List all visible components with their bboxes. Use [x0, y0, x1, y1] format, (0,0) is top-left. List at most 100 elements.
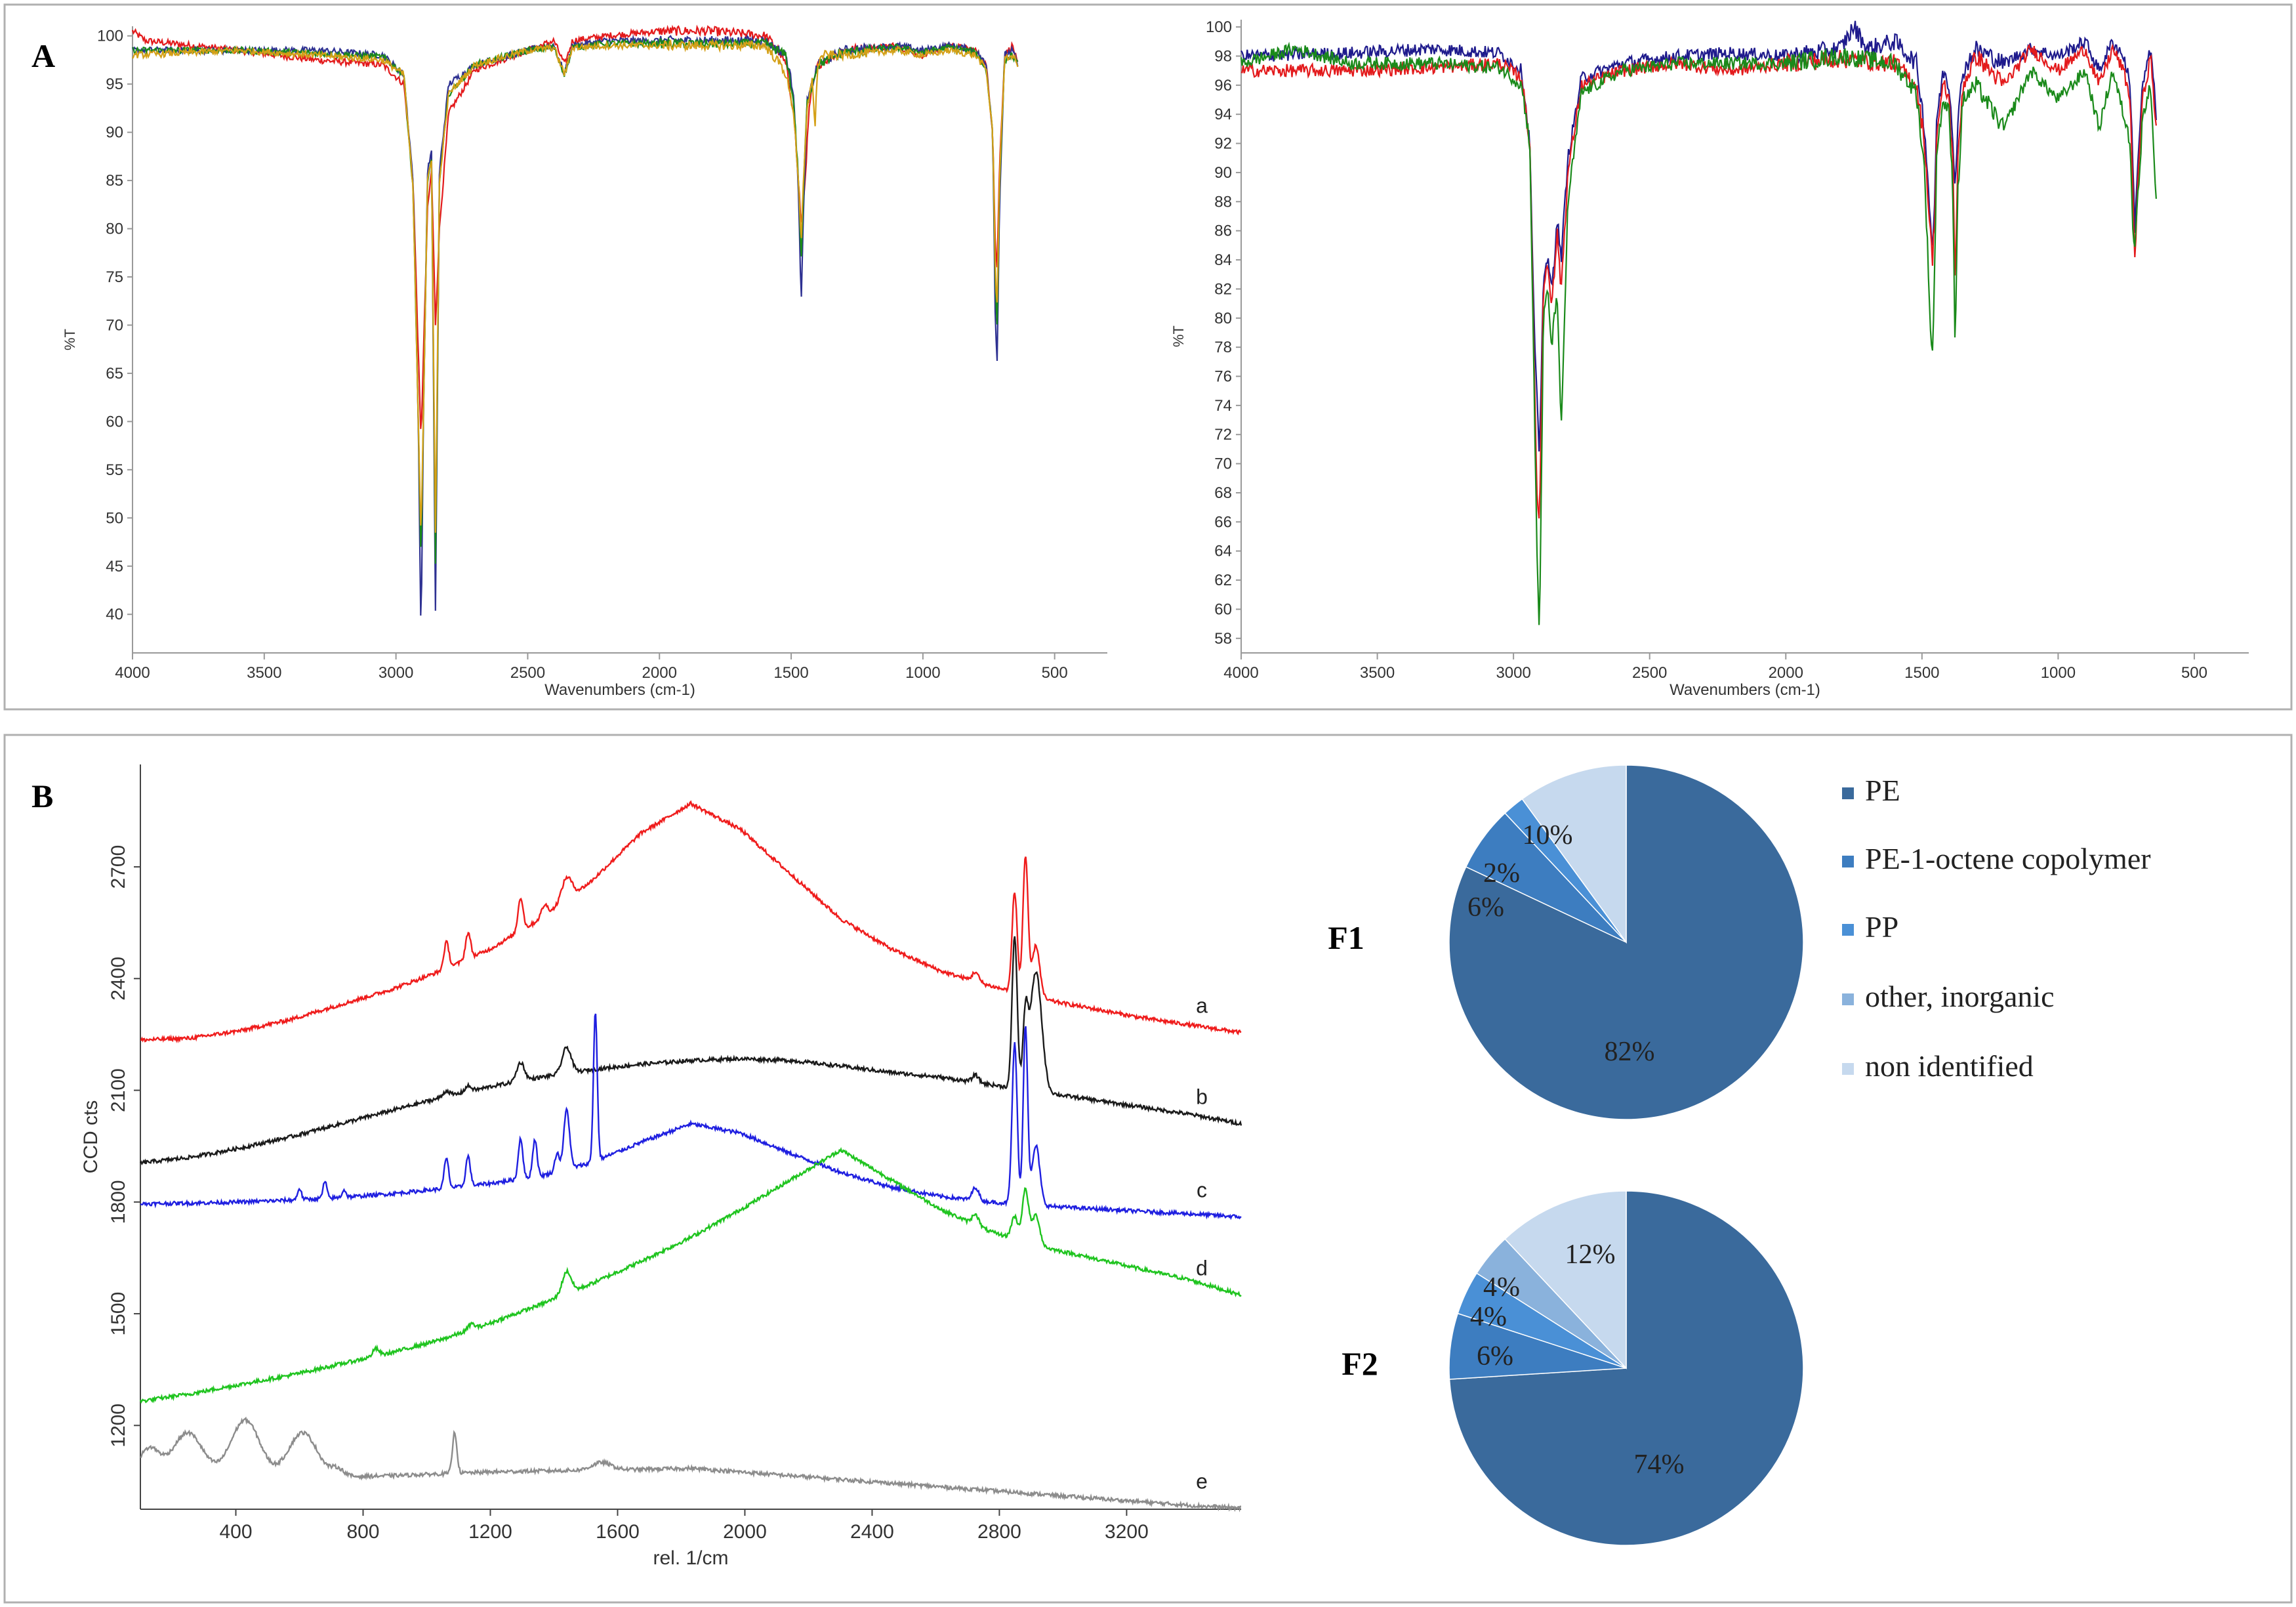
legend-label-1: PE-1-octene copolymer: [1865, 842, 2151, 875]
legend-label-3: other, inorganic: [1865, 980, 2055, 1013]
legend-swatch-4: [1842, 1063, 1854, 1075]
spectrum-line-1: [1240, 43, 2157, 519]
spectrum-line-2: [132, 36, 1019, 564]
y-axis-label: CCD cts: [80, 1100, 102, 1174]
y-tick-label: 60: [1214, 600, 1232, 618]
x-tick-label: 2000: [642, 664, 677, 682]
y-tick-label: 100: [97, 28, 123, 45]
x-tick-label: 500: [2181, 664, 2207, 682]
y-tick-label: 2700: [108, 845, 129, 889]
ftir-chart-right: 4000 3500 3000 2500 2000 1500 1000 500 58 60 62 64 6…: [1170, 18, 2249, 699]
x-tick-label: 2500: [1632, 664, 1667, 682]
y-tick-label: 2100: [108, 1068, 129, 1112]
raman-series-d: [139, 1147, 1242, 1404]
y-tick-label: 82: [1214, 280, 1232, 298]
y-tick-label: 72: [1214, 426, 1232, 444]
raman-series-b: [140, 936, 1242, 1165]
raman-series-c: [140, 1013, 1242, 1221]
x-tick-label: 1000: [905, 664, 940, 682]
y-tick-label: 70: [106, 316, 123, 334]
x-tick-label: 2000: [723, 1521, 767, 1543]
y-tick-label: 68: [1214, 484, 1232, 502]
y-tick-label: 84: [1214, 251, 1232, 269]
x-tick-label: 3500: [247, 664, 281, 682]
spectrum-line-2: [1240, 41, 2157, 625]
x-tick-label: 1500: [773, 664, 808, 682]
pie-value-label-0: 74%: [1634, 1450, 1685, 1480]
legend-swatch-2: [1842, 924, 1854, 936]
y-tick-label: 65: [106, 365, 123, 383]
legend-swatch-3: [1842, 993, 1854, 1005]
y-tick-label: 80: [1214, 310, 1232, 327]
panel-a-label: A: [31, 37, 55, 74]
panel-b-label: B: [31, 778, 53, 814]
series-label-c: c: [1197, 1179, 1207, 1202]
y-tick-label: 80: [106, 220, 123, 238]
x-tick-label: 2500: [510, 664, 545, 682]
y-tick-label: 55: [106, 461, 123, 479]
y-tick-label: 60: [106, 413, 123, 430]
series-label-d: d: [1196, 1257, 1208, 1280]
legend-swatch-0: [1842, 787, 1854, 799]
pie-slice-0: [1448, 764, 1804, 1120]
legend-swatch-1: [1842, 856, 1854, 867]
y-axis-label: %T: [62, 329, 78, 350]
x-tick-label: 4000: [1223, 664, 1258, 682]
pie-value-label-1: 6%: [1477, 1341, 1513, 1371]
y-tick-label: 70: [1214, 455, 1232, 473]
x-tick-label: 1200: [468, 1521, 512, 1543]
y-tick-label: 2400: [108, 957, 129, 1001]
y-tick-label: 90: [1214, 164, 1232, 182]
raman-series-e: [140, 1416, 1242, 1513]
y-tick-label: 76: [1214, 368, 1232, 386]
y-tick-label: 85: [106, 172, 123, 190]
pie-value-label-0: 82%: [1605, 1037, 1655, 1067]
y-tick-label: 1200: [108, 1404, 129, 1448]
pie-value-label-1: 6%: [1467, 892, 1504, 923]
pie-slice-4: [1521, 764, 1627, 944]
y-tick-label: 88: [1214, 193, 1232, 211]
pie-value-label-2: 4%: [1470, 1302, 1507, 1332]
y-tick-label: 66: [1214, 513, 1232, 531]
ftir-chart-left: 4000 3500 3000 2500 2000 1500 1000 500 40 45 50 55 6…: [62, 24, 1107, 699]
pie-value-label-4: 12%: [1565, 1240, 1616, 1270]
x-tick-label: 3000: [379, 664, 413, 682]
y-tick-label: 74: [1214, 397, 1232, 415]
spectrum-line-3: [132, 38, 1019, 533]
y-tick-label: 94: [1214, 106, 1232, 123]
y-tick-label: 86: [1214, 222, 1232, 240]
pie-legend: PE PE-1-octene copolymer PP other, inorgani…: [1842, 774, 2151, 1083]
legend-label-2: PP: [1865, 910, 1898, 944]
y-tick-label: 62: [1214, 572, 1232, 589]
x-tick-label: 400: [219, 1521, 252, 1543]
x-tick-label: 1600: [596, 1521, 640, 1543]
legend-label-0: PE: [1865, 774, 1900, 807]
x-axis-label: Wavenumbers (cm-1): [544, 681, 695, 699]
x-axis-label: rel. 1/cm: [653, 1547, 728, 1569]
y-tick-label: 100: [1206, 18, 1232, 36]
x-tick-label: 800: [346, 1521, 379, 1543]
raman-chart: 400 800 1200 1600 2000 2400 2800 3200 1200 1500 18…: [80, 764, 1242, 1569]
panel-b-frame: [3, 734, 2293, 1604]
y-tick-label: 98: [1214, 47, 1232, 65]
x-tick-label: 1000: [2041, 664, 2076, 682]
spectrum-line-0: [131, 24, 1019, 429]
pie-title: F2: [1342, 1345, 1378, 1382]
panel-a-frame: [3, 3, 2293, 711]
series-label-b: b: [1196, 1085, 1208, 1109]
y-tick-label: 78: [1214, 339, 1232, 356]
pie-value-label-4: 10%: [1523, 820, 1573, 850]
y-tick-label: 45: [106, 558, 123, 575]
pie-title: F1: [1328, 919, 1364, 956]
pie-value-label-3: 4%: [1483, 1272, 1520, 1303]
pie-value-label-2: 2%: [1483, 858, 1520, 888]
x-tick-label: 1500: [1904, 664, 1939, 682]
x-tick-label: 2400: [850, 1521, 894, 1543]
spectrum-line-1: [131, 34, 1019, 616]
y-tick-label: 1800: [108, 1180, 129, 1224]
pie-chart-f1: 82% 6% 2%10% F1: [1328, 764, 1804, 1120]
x-tick-label: 3500: [1360, 664, 1395, 682]
y-tick-label: 1500: [108, 1292, 129, 1336]
y-tick-label: 50: [106, 509, 123, 527]
